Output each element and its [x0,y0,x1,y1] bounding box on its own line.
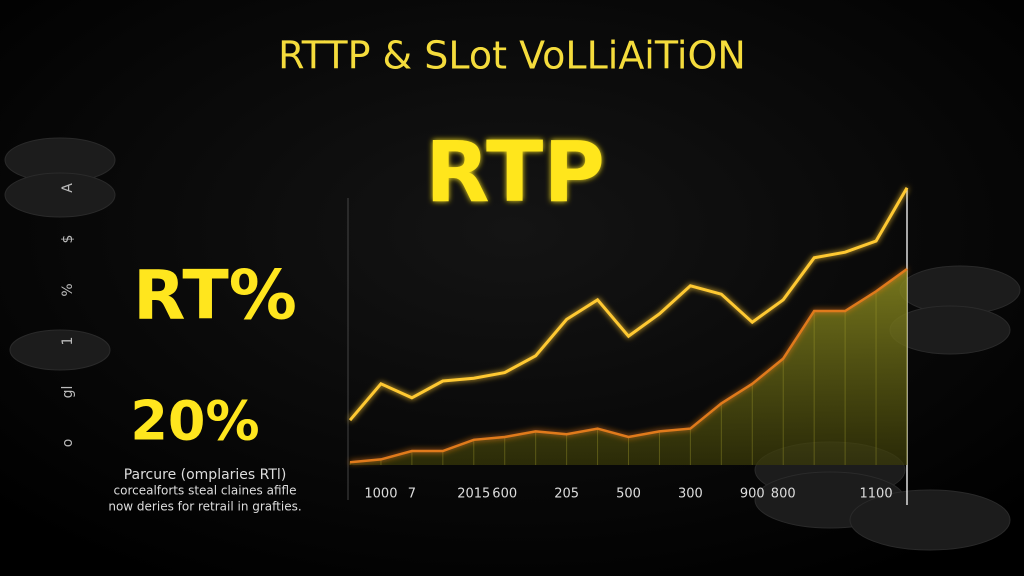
annotation: 20% [130,390,259,453]
annotation: RT% [133,257,297,336]
side-label: gl [60,386,76,399]
plot: 1000 7 2015 600 205 500 300 900 800 1100 [348,187,909,502]
annotation: RTP [425,123,605,221]
x-tick-label: 300 [678,487,703,502]
area [350,269,907,465]
x-tick-label: 2015 [457,487,490,502]
side-label: A [60,183,76,193]
caption: Parcure (omplaries RTl)corcealforts stea… [108,467,301,514]
x-tick-label: 800 [771,487,796,502]
side-label: % [60,283,76,296]
series-line [349,267,908,464]
side-label: $ [60,235,76,244]
x-tick-label: 500 [616,487,641,502]
x-tick-label: 600 [492,487,517,502]
side-label: 1 [60,337,76,346]
x-tick-label: 7 [408,487,416,502]
side-label: o [60,439,76,448]
series-line [348,187,909,422]
x-tick-label: 205 [554,487,579,502]
x-tick-label: 1000 [364,487,397,502]
x-tick-label: 1100 [860,487,893,502]
chips [4,137,1021,551]
caption-line: corcealforts steal claines afifle [114,484,297,498]
title: RTTP & SLot VoLLiAiTiON [278,34,746,78]
x-tick-label: 900 [740,487,765,502]
side-labels: A $% 1 gl o [60,183,76,448]
caption-line: now deries for retrail in grafties. [108,500,301,514]
caption-line: Parcure (omplaries RTl) [124,467,287,483]
